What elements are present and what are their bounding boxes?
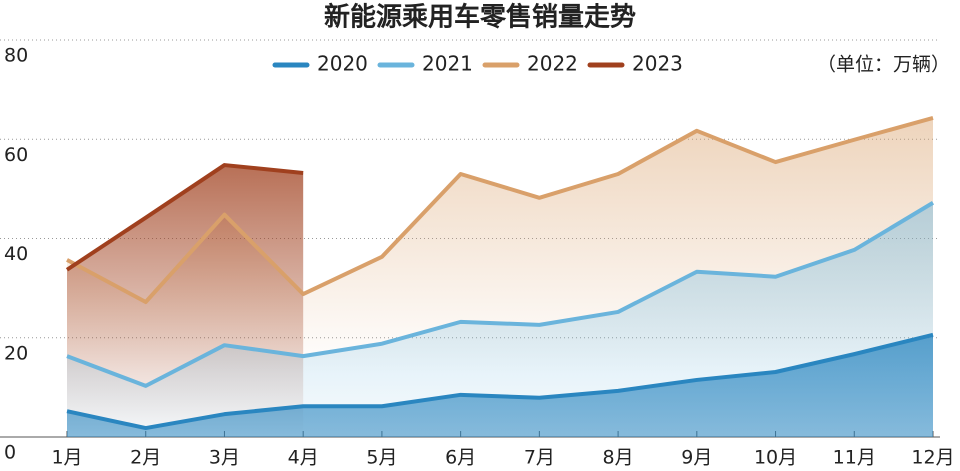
line: [66, 332, 934, 431]
legend-label: 2023: [632, 52, 683, 76]
y-tick-label: 0: [4, 442, 16, 464]
legend-label: 2021: [422, 52, 473, 76]
chart-title: 新能源乘用车零售销量走势: [324, 2, 636, 33]
x-tick-label: 10月: [754, 447, 797, 469]
y-tick-label: 40: [4, 243, 28, 265]
x-tick-label: 4月: [288, 447, 319, 469]
line: [65, 163, 304, 272]
x-tick-label: 7月: [524, 447, 555, 469]
y-tick-label: 60: [4, 144, 28, 166]
legend-label: 2022: [527, 52, 578, 76]
x-tick-label: 8月: [603, 447, 634, 469]
x-tick-label: 6月: [445, 447, 476, 469]
unit-label: （单位：万辆）: [817, 54, 950, 76]
x-tick-label: 11月: [833, 447, 876, 469]
x-tick-label: 2月: [130, 447, 161, 469]
area: [67, 334, 933, 437]
y-tick-label: 20: [4, 342, 28, 364]
x-tick-label: 1月: [51, 447, 82, 469]
x-tick-label: 12月: [911, 447, 954, 469]
line: [66, 115, 934, 305]
x-tick-label: 9月: [681, 447, 712, 469]
x-tick-label: 5月: [366, 447, 397, 469]
legend-label: 2020: [317, 52, 368, 76]
x-tick-label: 3月: [209, 447, 240, 469]
y-tick-label: 80: [4, 45, 28, 67]
line: [66, 201, 935, 388]
